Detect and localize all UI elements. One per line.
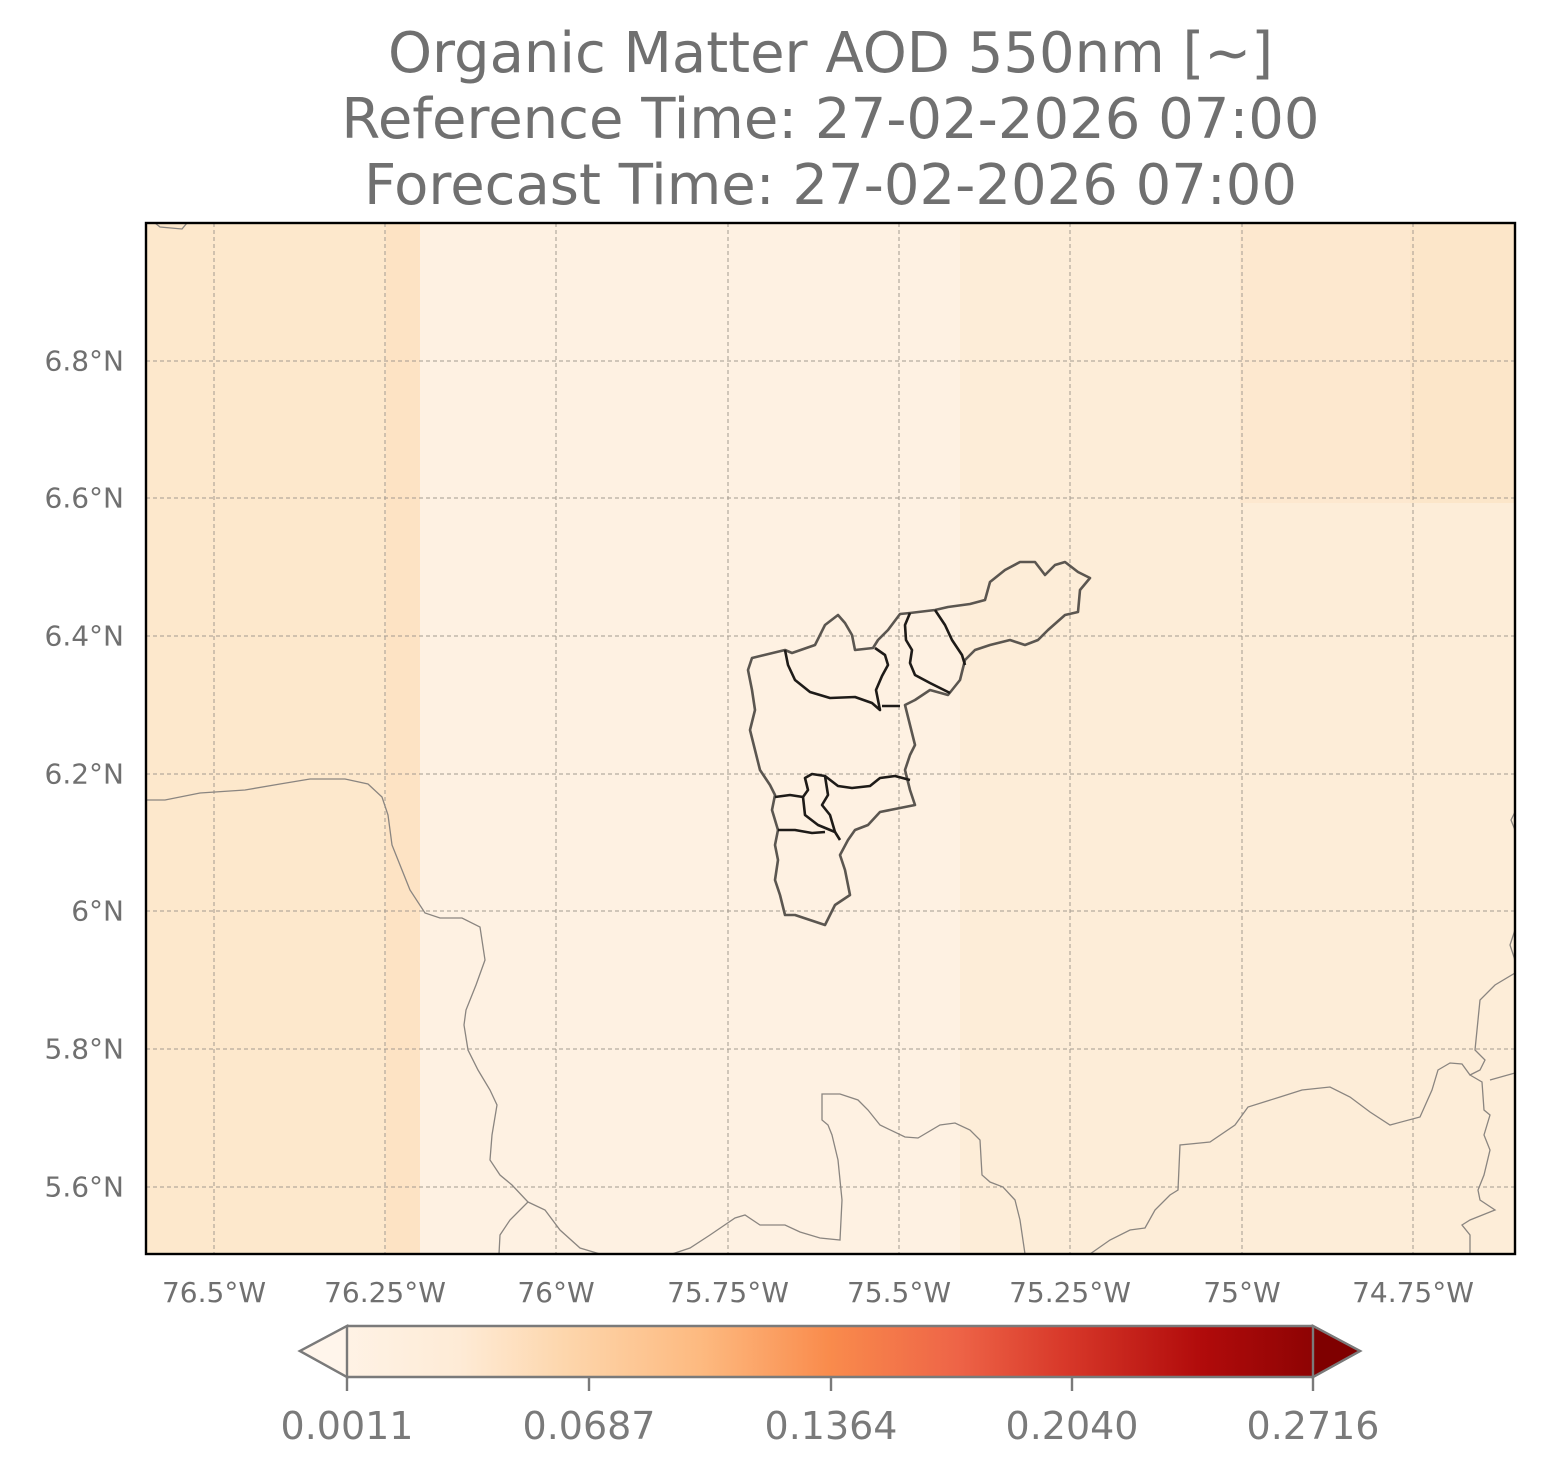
- lat-tick-label: 5.8°N: [44, 1032, 124, 1066]
- lon-tick-label: 76.25°W: [324, 1276, 446, 1309]
- colorbar-tick-label: 0.1364: [764, 1404, 898, 1448]
- colorbar: [297, 1324, 1363, 1391]
- lat-tick-label: 6°N: [71, 894, 124, 928]
- area-of-interest-outline: [746, 560, 1092, 927]
- lon-tick-label: 76.5°W: [161, 1276, 267, 1309]
- lon-tick-label: 75°W: [1203, 1276, 1281, 1309]
- lat-tick-label: 5.6°N: [44, 1170, 124, 1204]
- aod-field: [146, 223, 1515, 1254]
- regional-boundaries: [146, 223, 1515, 1254]
- lon-tick-label: 75.25°W: [1009, 1276, 1131, 1309]
- lat-tick-label: 6.6°N: [44, 481, 124, 515]
- colorbar-tick-label: 0.0687: [522, 1404, 656, 1448]
- gridlines: [146, 223, 1515, 1254]
- map-title-line-1: Organic Matter AOD 550nm [~]: [387, 21, 1274, 86]
- colorbar-tick-label: 0.0011: [280, 1404, 414, 1448]
- lon-tick-label: 75.75°W: [667, 1276, 789, 1309]
- map-title-line-2: Reference Time: 27-02-2026 07:00: [341, 87, 1320, 152]
- lon-tick-label: 75.5°W: [846, 1276, 952, 1309]
- lat-tick-label: 6.4°N: [44, 619, 124, 653]
- lat-tick-label: 6.2°N: [44, 757, 124, 791]
- map-frame: [144, 221, 1517, 1256]
- lon-tick-label: 76°W: [517, 1276, 595, 1309]
- lat-tick-label: 6.8°N: [44, 344, 124, 378]
- colorbar-min-extend: [297, 1324, 349, 1380]
- colorbar-tick-label: 0.2040: [1005, 1404, 1139, 1448]
- map-title-line-3: Forecast Time: 27-02-2026 07:00: [363, 153, 1298, 218]
- lon-tick-label: 74.75°W: [1352, 1276, 1474, 1309]
- colorbar-tick-label: 0.2716: [1246, 1404, 1380, 1448]
- colorbar-max-extend: [1311, 1324, 1363, 1380]
